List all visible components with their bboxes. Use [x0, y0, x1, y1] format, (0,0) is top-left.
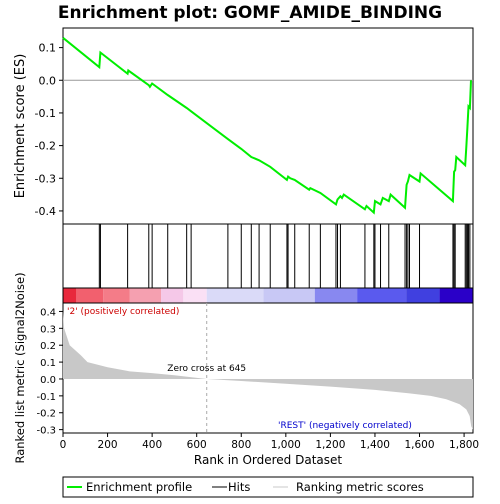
- color-bar-segment: [129, 288, 162, 303]
- es-y-tick-label: 0.0: [39, 74, 57, 87]
- metric-y-tick-label: 0.4: [40, 307, 56, 318]
- es-y-axis: 0.1 0.0 -0.1 -0.2 -0.3 -0.4: [35, 42, 63, 218]
- metric-y-tick-label: 0.2: [40, 341, 56, 352]
- color-bar-segment: [406, 288, 440, 303]
- x-tick-label: 1,200: [315, 439, 345, 451]
- color-bar-segment: [314, 288, 358, 303]
- es-y-tick-label: -0.2: [35, 140, 56, 153]
- x-tick-label: 600: [187, 439, 207, 451]
- legend: Enrichment profile Hits Ranking metric sco…: [67, 480, 424, 494]
- metric-panel-frame: [62, 302, 474, 434]
- x-tick-label: 400: [142, 439, 162, 451]
- es-panel-frame: [62, 27, 474, 225]
- es-y-tick-label: -0.1: [35, 107, 56, 120]
- x-axis: 0 200 400 600 800 1,000 1,200 1,400 1,600 1,800: [60, 433, 479, 451]
- x-tick-label: 1,000: [271, 439, 301, 451]
- legend-label: Ranking metric scores: [296, 480, 424, 494]
- color-bar-segment: [439, 288, 473, 303]
- es-y-axis-label: Enrichment score (ES): [13, 54, 28, 199]
- x-tick-label: 1,800: [449, 439, 479, 451]
- metric-y-axis-label: Ranked list metric (Signal2Noise): [13, 272, 27, 463]
- metric-y-tick-label: 0.3: [40, 324, 56, 335]
- color-bar-segment: [63, 288, 77, 303]
- color-bar-segment: [76, 288, 104, 303]
- es-y-tick-label: -0.4: [35, 205, 56, 218]
- hits-panel-frame: [62, 223, 474, 289]
- ranking-metric-area: [63, 311, 473, 430]
- legend-box: [62, 476, 474, 498]
- negative-correlation-label: 'REST' (negatively correlated): [278, 421, 412, 431]
- positive-correlation-label: '2' (positively correlated): [67, 307, 179, 317]
- metric-y-tick-label: -0.3: [36, 426, 56, 437]
- es-y-tick-label: -0.3: [35, 172, 56, 185]
- x-tick-label: 800: [231, 439, 251, 451]
- x-tick-label: 1,400: [360, 439, 390, 451]
- x-tick-label: 0: [60, 439, 67, 451]
- x-axis-label: Rank in Ordered Dataset: [194, 453, 342, 467]
- metric-y-tick-label: -0.1: [36, 392, 56, 403]
- color-bar-segment: [206, 288, 264, 303]
- metric-y-tick-label: 0.1: [40, 358, 56, 369]
- color-bar-segment: [263, 288, 315, 303]
- legend-label: Hits: [228, 480, 250, 494]
- legend-label: Enrichment profile: [86, 480, 192, 494]
- x-tick-label: 1,600: [404, 439, 434, 451]
- chart-title: Enrichment plot: GOMF_AMIDE_BINDING: [58, 3, 442, 23]
- hit-markers: [98, 224, 471, 288]
- zero-cross-label: Zero cross at 645: [167, 364, 246, 374]
- metric-y-tick-label: 0.0: [40, 375, 56, 386]
- es-y-tick-label: 0.1: [39, 42, 57, 55]
- color-bar-segment: [357, 288, 407, 303]
- color-bar-segment: [161, 288, 184, 303]
- x-tick-label: 200: [98, 439, 118, 451]
- ranking-color-bar: [63, 288, 473, 303]
- metric-y-axis: 0.4 0.3 0.2 0.1 0.0 -0.1 -0.2 -0.3: [36, 307, 63, 437]
- color-bar-segment: [183, 288, 207, 303]
- enrichment-profile-line: [62, 37, 472, 215]
- metric-y-tick-label: -0.2: [36, 409, 56, 420]
- color-bar-segment: [103, 288, 130, 303]
